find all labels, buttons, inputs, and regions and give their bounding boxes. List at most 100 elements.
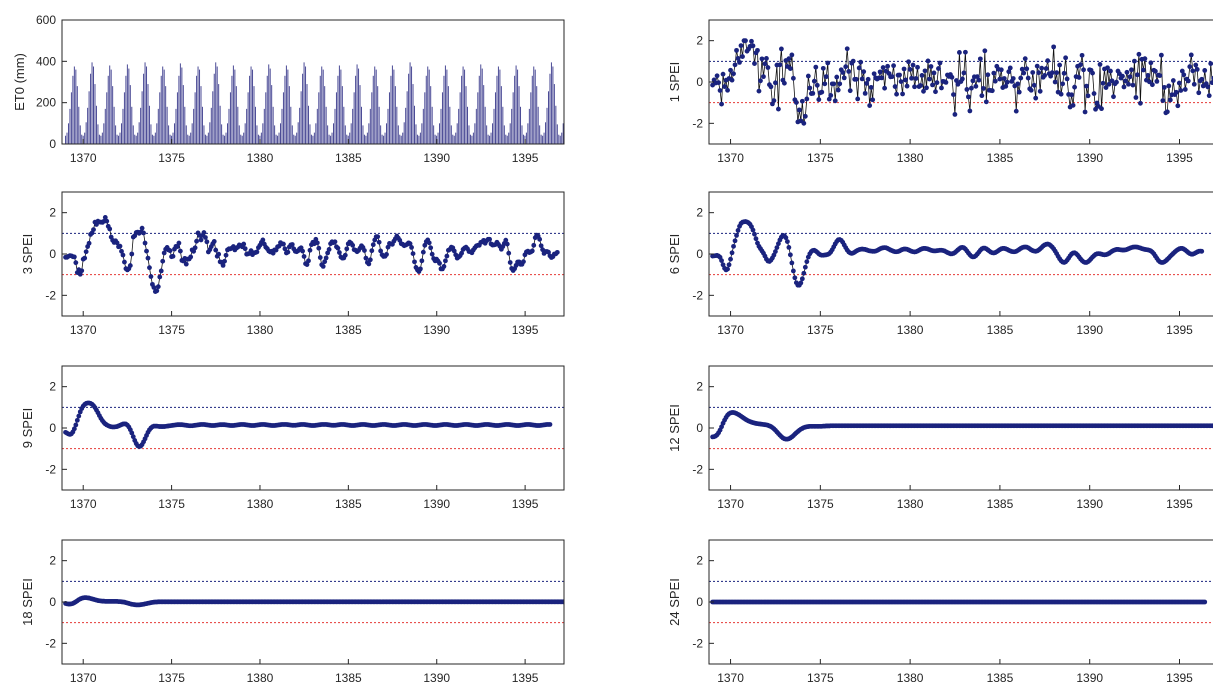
panel-3-xtick-label: 1390 (423, 323, 450, 337)
panel-1-bar (515, 65, 517, 144)
panel-4-point (801, 270, 807, 276)
panel-2-point (937, 60, 943, 66)
panel-3-point (73, 260, 79, 266)
panel-1-bar (218, 84, 220, 144)
panel-4-ytick-label: 2 (696, 206, 703, 220)
panel-2-point (1024, 66, 1030, 72)
panel-1-ytick-label: 0 (49, 137, 56, 151)
panel-6-xtick-label: 1395 (1166, 497, 1193, 511)
panel-7-plot-area (62, 580, 564, 624)
panel-1-bar (437, 132, 439, 144)
panel-3-point (317, 255, 323, 260)
panel-1-bar (247, 92, 249, 144)
panel-2-point (1093, 106, 1098, 112)
panel-3-point (151, 285, 157, 290)
panel-2-point (963, 49, 968, 55)
panel-2-point (970, 78, 976, 84)
panel-1-bar (362, 125, 364, 144)
panel-2-ylabel: 1 SPEI (667, 62, 682, 102)
panel-3-point (289, 242, 295, 247)
panel-2-point (1130, 82, 1136, 88)
panel-1-bar (531, 75, 533, 144)
panel-1-bar (115, 125, 117, 144)
panel-3-point (441, 264, 447, 269)
panel-1-bar (120, 123, 122, 144)
panel-6-ytick-label: 0 (696, 421, 703, 435)
panel-2-point (1202, 68, 1208, 73)
panel-2-point (804, 96, 810, 102)
panel-2-point (768, 84, 774, 90)
panel-1-bar (318, 92, 320, 144)
panel-2-point (913, 76, 919, 81)
panel-1-bar (508, 132, 510, 144)
panel-5-xtick-label: 1390 (423, 497, 450, 511)
panel-2-point (1166, 83, 1172, 89)
panel-1-bar (165, 86, 167, 144)
panel-1-bar (486, 125, 488, 144)
panel-2-point (1164, 109, 1170, 115)
panel-1-bar (69, 108, 71, 144)
panel-2-point (1001, 76, 1007, 81)
panel-2-point (1036, 70, 1042, 76)
panel-1-bar (134, 134, 136, 144)
panel-2-point (1006, 69, 1012, 75)
panel-1-bar (511, 108, 513, 144)
panel-2-point (722, 84, 727, 89)
panel-1-bar (375, 69, 377, 144)
panel-2-point (861, 69, 867, 75)
panel-1-bar (101, 132, 103, 144)
panel-2-point (1097, 62, 1103, 67)
panel-2-point (1114, 79, 1119, 85)
panel-2-point (1018, 75, 1024, 81)
panel-2-point (1090, 70, 1095, 76)
panel-1-bar (70, 92, 72, 144)
panel-1-bar (216, 66, 218, 144)
panel-3-point (122, 259, 127, 265)
panel-2: 1370 1375 1380 1385 1390 1395 -2 0 2 1 SPEI (667, 19, 1213, 165)
panel-1-bar (387, 108, 389, 144)
panel-1-ytick-label: 200 (36, 96, 56, 110)
panel-4-xtick-label: 1375 (807, 323, 834, 337)
panel-4-point (750, 227, 756, 233)
panel-2-point (1015, 81, 1021, 87)
panel-1-bar (266, 75, 268, 144)
panel-2-point (1126, 81, 1131, 87)
panel-1-bar (131, 106, 133, 144)
panel-1-bar (474, 123, 476, 144)
panel-1-bar (287, 69, 289, 144)
panel-2-point (1199, 76, 1205, 82)
panel-2-point (813, 64, 819, 70)
panel-1-bar (502, 106, 504, 144)
panel-2-point (998, 67, 1004, 73)
panel-3-point (419, 258, 425, 264)
panel-2-point (939, 85, 944, 91)
panel-1-bar (371, 92, 373, 144)
panel-8-ylabel: 24 SPEI (667, 578, 682, 626)
panel-1-bar (112, 86, 114, 144)
panel-3-point (154, 288, 160, 294)
panel-2-point (1167, 97, 1173, 103)
panel-3-point (155, 284, 161, 290)
panel-4-point (731, 243, 736, 249)
panel-4-point (784, 239, 790, 245)
panel-1-bar (182, 85, 184, 144)
panel-1-bar (199, 69, 201, 144)
panel-2-point (720, 71, 726, 77)
panel-1-bar (446, 69, 448, 144)
panel-1-bar (213, 73, 215, 144)
panel-6-xtick-label: 1385 (987, 497, 1014, 511)
panel-1-bar (444, 65, 446, 144)
panel-1-bar (567, 76, 568, 144)
panel-1-bar (464, 69, 466, 144)
panel-3-point (428, 245, 434, 251)
panel-1-bar (374, 66, 376, 144)
panel-2-point (731, 71, 736, 77)
panel-2-point (1120, 73, 1125, 79)
panel-1-bar (518, 86, 520, 144)
panel-1-bar (521, 125, 523, 144)
panel-2-point (1138, 100, 1143, 106)
panel-1-bar (201, 106, 203, 144)
panel-2-point (793, 100, 799, 105)
panel-2-point (1057, 62, 1063, 68)
